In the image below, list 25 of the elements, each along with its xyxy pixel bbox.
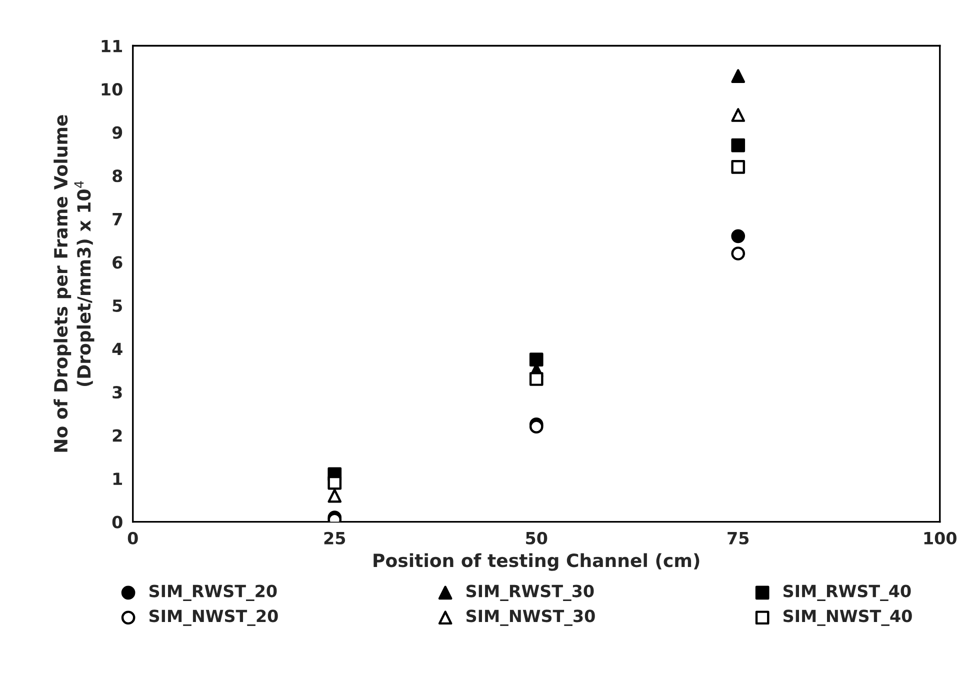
x-tick-label: 75 <box>728 532 749 544</box>
legend-label: SIM_RWST_20 <box>150 584 277 602</box>
legend-label: SIM_NWST_40 <box>784 610 912 626</box>
y-tick-label: 5 <box>112 300 122 312</box>
y-tick-label: 3 <box>112 386 122 399</box>
legend-label: SIM_NWST_30 <box>466 610 595 626</box>
x-tick-label: 25 <box>324 532 346 544</box>
legend-label: SIM_RWST_40 <box>784 584 911 602</box>
y-tick-label: 7 <box>112 213 122 226</box>
y-tick-label: 4 <box>112 342 122 356</box>
x-axis-title: Position of testing Channel (cm) <box>374 553 700 571</box>
y-tick-label: 1 <box>113 472 122 485</box>
y-axis-title: No of Droplets per Frame Volume (Droplet/mm3) x 10$^{4}$ <box>54 115 94 452</box>
y-tick-label: 6 <box>112 256 122 269</box>
y-tick-label: 0 <box>112 516 122 528</box>
y-tick-label: 9 <box>112 126 122 139</box>
y-tick-label: 10 <box>102 83 122 96</box>
y-tick-label: 11 <box>102 40 122 52</box>
x-tick-label: 0 <box>128 532 138 544</box>
y-tick-label: 8 <box>112 170 122 182</box>
x-tick-label: 50 <box>526 532 548 544</box>
legend-label: SIM_RWST_30 <box>466 584 594 602</box>
legend-label: SIM_NWST_20 <box>150 610 278 626</box>
x-tick-label: 100 <box>924 532 956 544</box>
y-tick-label: 2 <box>112 429 122 442</box>
